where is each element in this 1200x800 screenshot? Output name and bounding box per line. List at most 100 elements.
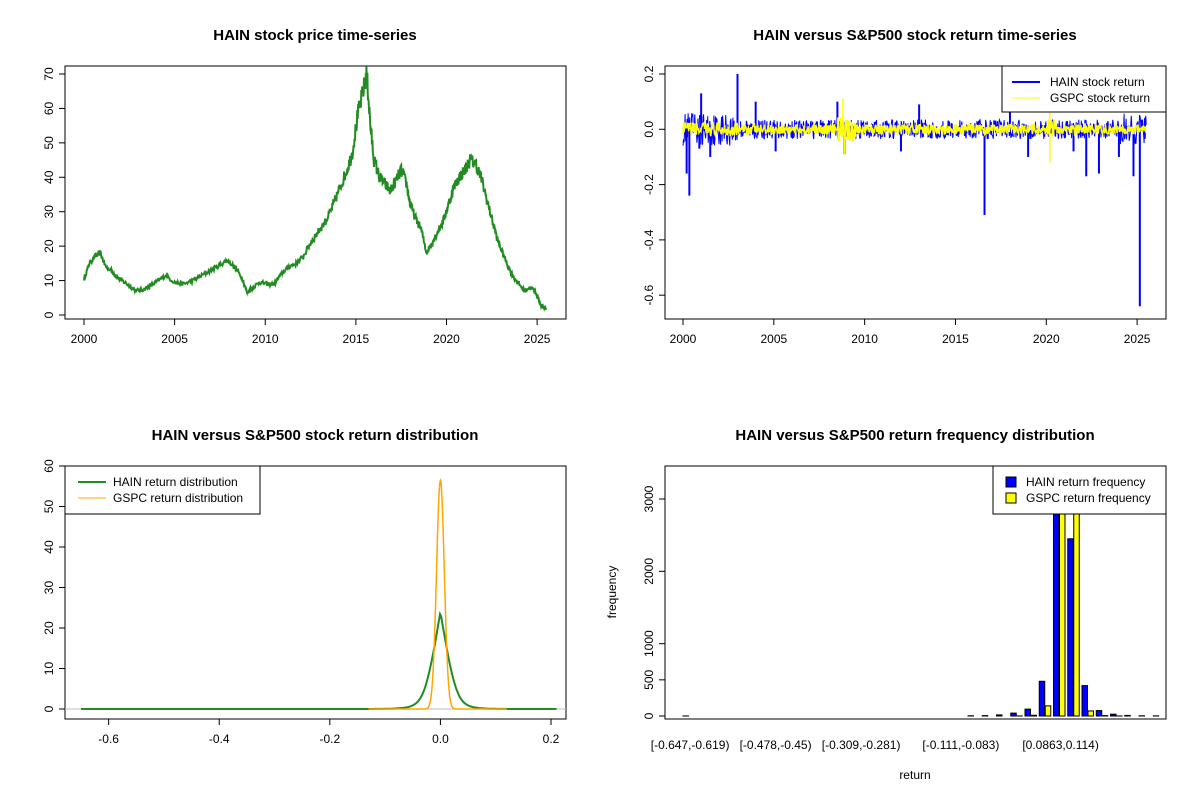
x-axis: 2000 2005 2010 2015 2020 2025 xyxy=(71,318,551,346)
y-tick-label: 10 xyxy=(42,662,56,676)
y-axis: 0 500 1000 2000 3000 xyxy=(642,485,666,719)
bar-hain xyxy=(1024,708,1031,717)
y-tick-label: 30 xyxy=(42,205,56,219)
y-tick-label: 40 xyxy=(42,170,56,184)
x-tick-label: 0.0 xyxy=(432,732,449,746)
x-axis: 2000 2005 2010 2015 2020 2025 xyxy=(670,318,1151,346)
legend-label-hain: HAIN return frequency xyxy=(1026,475,1145,489)
bar-hain xyxy=(1010,712,1017,717)
y-tick-label: 2000 xyxy=(642,558,656,585)
x-tick-label: [-0.647,-0.619) xyxy=(651,738,730,752)
x-tick-label: -0.6 xyxy=(98,732,119,746)
y-tick-label: 0.2 xyxy=(642,65,656,82)
y-tick-label: 70 xyxy=(42,67,56,81)
y-tick-label: -0.4 xyxy=(642,229,656,250)
y-tick-label: -0.2 xyxy=(642,174,656,195)
x-tick-label: [0.0863,0.114) xyxy=(1022,738,1099,752)
legend-label-hain: HAIN return distribution xyxy=(113,475,238,489)
y-tick-label: 40 xyxy=(42,540,56,554)
y-tick-label: 3000 xyxy=(642,485,656,512)
bar-hain xyxy=(1067,538,1074,717)
bar-gspc xyxy=(1059,498,1066,717)
x-axis: -0.6 -0.4 -0.2 0.0 0.2 xyxy=(98,718,560,746)
legend: HAIN stock return GSPC stock return xyxy=(1001,65,1167,113)
plot-area xyxy=(682,498,1160,717)
x-tick-label: 0.2 xyxy=(543,732,560,746)
chart-title: HAIN stock price time-series xyxy=(213,27,416,44)
legend-label-gspc: GSPC return frequency xyxy=(1026,491,1151,505)
y-tick-label: 0.0 xyxy=(642,121,656,138)
x-tick-label: [-0.111,-0.083) xyxy=(922,738,999,752)
bar-hain xyxy=(1081,685,1088,717)
y-tick-label: 0 xyxy=(642,712,656,719)
plot-box xyxy=(64,65,567,320)
x-tick-label: 2000 xyxy=(670,332,697,346)
y-tick-label: 60 xyxy=(42,101,56,115)
legend-label-gspc: GSPC return distribution xyxy=(113,491,243,505)
bar-gspc xyxy=(1073,512,1080,717)
y-axis: 0 10 20 30 40 50 60 xyxy=(42,459,66,712)
x-tick-label: 2020 xyxy=(1033,332,1060,346)
y-tick-label: 500 xyxy=(642,670,656,690)
y-axis-label: frequency xyxy=(605,566,619,619)
series-line-hain-density xyxy=(81,610,557,710)
y-tick-label: 0 xyxy=(42,705,56,712)
x-axis: [-0.647,-0.619) [-0.478,-0.45) [-0.309,-0.… xyxy=(651,738,1099,752)
x-tick-label: 2010 xyxy=(252,332,279,346)
panel-return-distribution: HAIN versus S&P500 stock return distribu… xyxy=(42,427,567,746)
series-line-gspc-return xyxy=(682,117,1147,142)
y-tick-label: 10 xyxy=(42,274,56,288)
y-tick-label: 50 xyxy=(42,500,56,514)
legend-box xyxy=(992,465,1167,515)
legend: HAIN return distribution GSPC return dis… xyxy=(64,465,261,515)
series-line-hain-price xyxy=(83,66,548,312)
y-tick-label: 1000 xyxy=(642,630,656,657)
legend-label-gspc: GSPC stock return xyxy=(1050,91,1150,105)
y-tick-label: 0 xyxy=(42,311,56,318)
series-line-gspc-density xyxy=(368,478,507,710)
x-tick-label: 2020 xyxy=(433,332,460,346)
panel-frequency-distribution: HAIN versus S&P500 return frequency dist… xyxy=(605,427,1167,782)
bar-hain xyxy=(1110,713,1117,717)
legend-swatch-hain xyxy=(1005,476,1017,488)
bar-hain xyxy=(1053,498,1060,717)
x-axis-label: return xyxy=(899,768,930,782)
x-tick-label: 2015 xyxy=(942,332,969,346)
legend-box xyxy=(1001,65,1167,113)
x-tick-label: 2015 xyxy=(343,332,370,346)
panel-price-timeseries: HAIN stock price time-series 0 10 20 30 40 50… xyxy=(42,27,567,346)
x-tick-label: 2000 xyxy=(71,332,98,346)
bar-hain xyxy=(1095,710,1103,717)
x-tick-label: [-0.478,-0.45) xyxy=(740,738,812,752)
y-axis: 0 10 20 30 40 50 60 70 xyxy=(42,67,66,318)
legend-swatch-gspc xyxy=(1005,492,1017,504)
bar-gspc xyxy=(1087,710,1094,717)
x-tick-label: 2025 xyxy=(1124,332,1151,346)
plot-area xyxy=(65,478,566,710)
y-tick-label: 50 xyxy=(42,136,56,150)
x-tick-label: 2005 xyxy=(760,332,787,346)
y-axis: -0.6 -0.4 -0.2 0.0 0.2 xyxy=(642,65,666,306)
x-tick-label: 2010 xyxy=(851,332,878,346)
chart-title: HAIN versus S&P500 stock return time-ser… xyxy=(753,27,1076,44)
y-tick-label: 20 xyxy=(42,621,56,635)
legend-label-hain: HAIN stock return xyxy=(1050,75,1145,89)
x-tick-label: 2005 xyxy=(161,332,188,346)
x-tick-label: [-0.309,-0.281) xyxy=(822,738,901,752)
chart-title: HAIN versus S&P500 stock return distribu… xyxy=(152,427,479,444)
y-tick-label: -0.6 xyxy=(642,285,656,306)
chart-title: HAIN versus S&P500 return frequency dist… xyxy=(735,427,1094,444)
y-tick-label: 30 xyxy=(42,581,56,595)
bar-hain xyxy=(1038,680,1046,717)
bar-hain xyxy=(1124,714,1131,717)
bar-hain xyxy=(996,714,1003,717)
plot-area xyxy=(83,66,548,312)
y-tick-label: 60 xyxy=(42,459,56,473)
panel-return-timeseries: HAIN versus S&P500 stock return time-ser… xyxy=(642,27,1167,346)
x-tick-label: -0.4 xyxy=(209,732,230,746)
x-tick-label: -0.2 xyxy=(319,732,340,746)
bar-gspc xyxy=(1030,714,1037,717)
plot-area xyxy=(682,74,1147,307)
legend: HAIN return frequency GSPC return freque… xyxy=(992,465,1167,515)
